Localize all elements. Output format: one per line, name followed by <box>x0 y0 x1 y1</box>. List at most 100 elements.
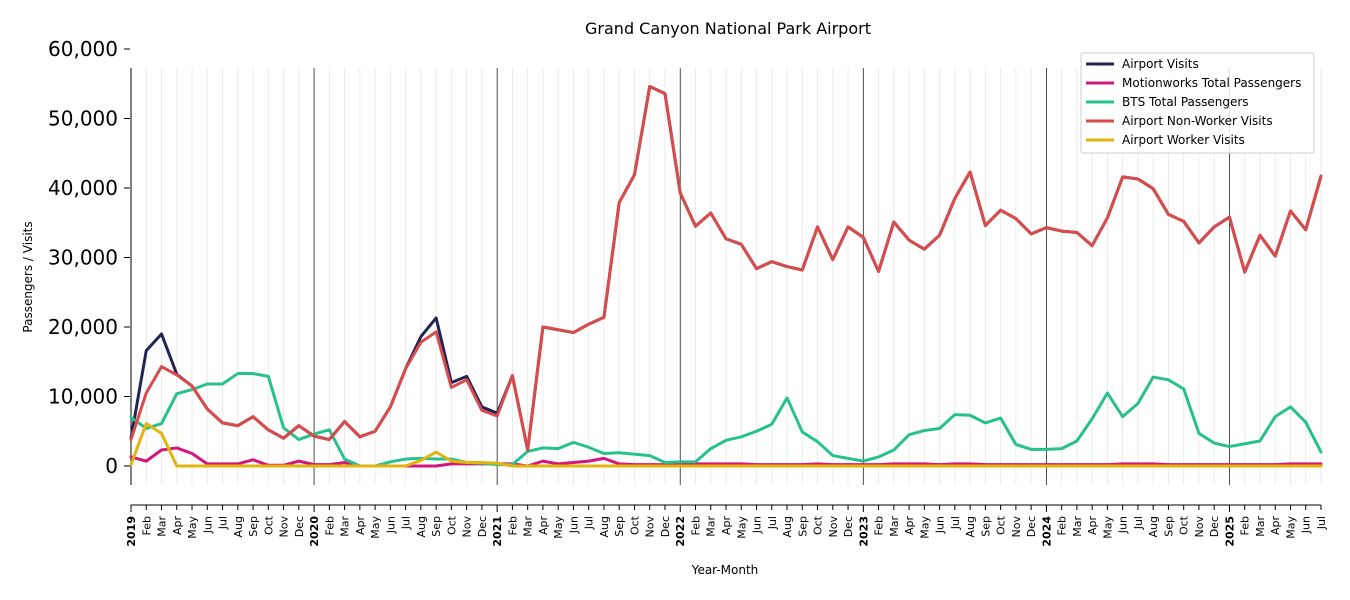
legend-entry: Airport Worker Visits <box>1122 133 1245 147</box>
x-tick-label-month: May <box>552 516 565 539</box>
x-tick-label-month: Jul <box>400 516 413 530</box>
x-tick-label-month: May <box>1284 516 1297 539</box>
series-line-4 <box>129 422 1323 468</box>
x-tick-label-month: May <box>735 516 748 539</box>
x-tick-label-month: Jul <box>766 516 779 530</box>
x-tick-label-month: Aug <box>964 516 977 537</box>
x-tick-label-month: Sep <box>1162 516 1175 537</box>
grid-lines <box>145 68 1322 485</box>
legend-entry: Airport Visits <box>1122 57 1199 71</box>
x-tick-label-month: Feb <box>506 516 519 535</box>
x-tick-label-month: Nov <box>278 516 291 538</box>
x-tick-label-month: Sep <box>796 516 809 537</box>
x-tick-label-month: Jun <box>201 516 214 534</box>
x-tick-label-month: Dec <box>1208 516 1221 537</box>
legend-entry: Motionworks Total Passengers <box>1122 76 1301 90</box>
x-tick-label-month: Nov <box>827 516 840 538</box>
legend-entry: Airport Non-Worker Visits <box>1122 114 1273 128</box>
x-tick-label-month: Dec <box>476 516 489 537</box>
y-tick-label: 10,000 <box>48 385 118 409</box>
x-tick-label-month: Apr <box>537 516 550 536</box>
x-tick-label-month: Apr <box>171 516 184 536</box>
x-tick-label-year: 2024 <box>1040 516 1053 547</box>
x-tick-label-month: Sep <box>430 516 443 537</box>
x-tick-label-month: Jun <box>1300 516 1313 534</box>
y-axis-label: Passengers / Visits <box>21 221 35 332</box>
x-tick-label-month: Dec <box>659 516 672 537</box>
x-tick-label-month: Oct <box>262 515 275 535</box>
x-tick-label-month: Aug <box>232 516 245 537</box>
x-tick-label-month: Sep <box>247 516 260 537</box>
x-tick-label-month: Nov <box>644 516 657 538</box>
x-tick-label-month: Jun <box>384 516 397 534</box>
y-tick-label: 30,000 <box>48 246 118 270</box>
x-tick-label-month: Feb <box>689 516 702 535</box>
x-tick-label-month: Oct <box>995 515 1008 535</box>
x-tick-label-month: Jun <box>567 516 580 534</box>
x-tick-label-month: Apr <box>903 516 916 536</box>
x-tick-label-year: 2023 <box>857 516 870 547</box>
x-tick-label-month: Mar <box>705 516 718 537</box>
x-axis-label: Year-Month <box>691 563 759 577</box>
chart-title: Grand Canyon National Park Airport <box>585 19 871 38</box>
x-tick-label-month: Oct <box>445 515 458 535</box>
x-tick-label-month: Apr <box>1269 516 1282 536</box>
y-tick-label: 0 <box>105 454 118 478</box>
x-tick-label-month: Jun <box>751 516 764 534</box>
x-tick-label-month: Mar <box>1254 516 1267 537</box>
axes: 0 10,000 20,000 30,000 40,000 50,000 60,000 201… <box>48 37 1328 547</box>
y-tick-label: 50,000 <box>48 107 118 131</box>
x-tick-label-month: Feb <box>1056 516 1069 535</box>
x-tick-label-month: May <box>918 516 931 539</box>
x-tick-label-month: Nov <box>1193 516 1206 538</box>
x-tick-label-month: May <box>369 516 382 539</box>
x-tick-label-month: Apr <box>354 516 367 536</box>
x-tick-label-month: Oct <box>628 515 641 535</box>
x-tick-label-month: Dec <box>293 516 306 537</box>
x-tick-label-month: Dec <box>1025 516 1038 537</box>
legend-entry: BTS Total Passengers <box>1122 95 1249 109</box>
x-tick-label-month: Jul <box>949 516 962 530</box>
x-tick-label-month: Oct <box>1178 515 1191 535</box>
x-tick-label-month: Jun <box>1117 516 1130 534</box>
x-tick-label-month: Apr <box>1086 516 1099 536</box>
y-tick-label: 40,000 <box>48 176 118 200</box>
x-tick-label-month: Feb <box>873 516 886 535</box>
legend: Airport Visits Motionworks Total Passenge… <box>1080 52 1315 154</box>
x-tick-label-year: 2020 <box>308 516 321 547</box>
series-line-3 <box>129 85 1323 452</box>
x-tick-label-month: Jul <box>1132 516 1145 530</box>
x-tick-label-month: Mar <box>339 516 352 537</box>
x-tick-label-month: Aug <box>781 516 794 537</box>
x-tick-label-year: 2019 <box>125 516 138 547</box>
series-line-2 <box>129 372 1323 468</box>
x-tick-label-month: Feb <box>140 516 153 535</box>
x-tick-label-month: Aug <box>1147 516 1160 537</box>
x-tick-label-month: Mar <box>522 516 535 537</box>
x-tick-label-month: Jun <box>934 516 947 534</box>
legend-box <box>1080 52 1315 154</box>
x-tick-label-year: 2025 <box>1223 516 1236 547</box>
y-tick-label: 20,000 <box>48 315 118 339</box>
plot-series <box>129 85 1323 468</box>
y-tick-label: 60,000 <box>48 37 118 61</box>
x-tick-label-month: Feb <box>1239 516 1252 535</box>
x-tick-label-month: Feb <box>323 516 336 535</box>
x-tick-label-month: Aug <box>415 516 428 537</box>
x-tick-label-month: Nov <box>461 516 474 538</box>
x-tick-label-month: May <box>1101 516 1114 539</box>
x-tick-label-year: 2022 <box>674 516 687 547</box>
x-tick-label-month: Nov <box>1010 516 1023 538</box>
x-tick-label-month: Jul <box>217 516 230 530</box>
x-tick-label-month: Aug <box>598 516 611 537</box>
x-tick-label-month: Mar <box>1071 516 1084 537</box>
x-tick-label-year: 2021 <box>491 516 504 547</box>
x-tick-label-month: May <box>186 516 199 539</box>
x-tick-label-month: Sep <box>613 516 626 537</box>
x-tick-label-month: Apr <box>720 516 733 536</box>
x-tick-label-month: Mar <box>888 516 901 537</box>
x-tick-label-month: Oct <box>812 515 825 535</box>
x-tick-label-month: Mar <box>156 516 169 537</box>
x-tick-label-month: Jul <box>1315 516 1328 530</box>
